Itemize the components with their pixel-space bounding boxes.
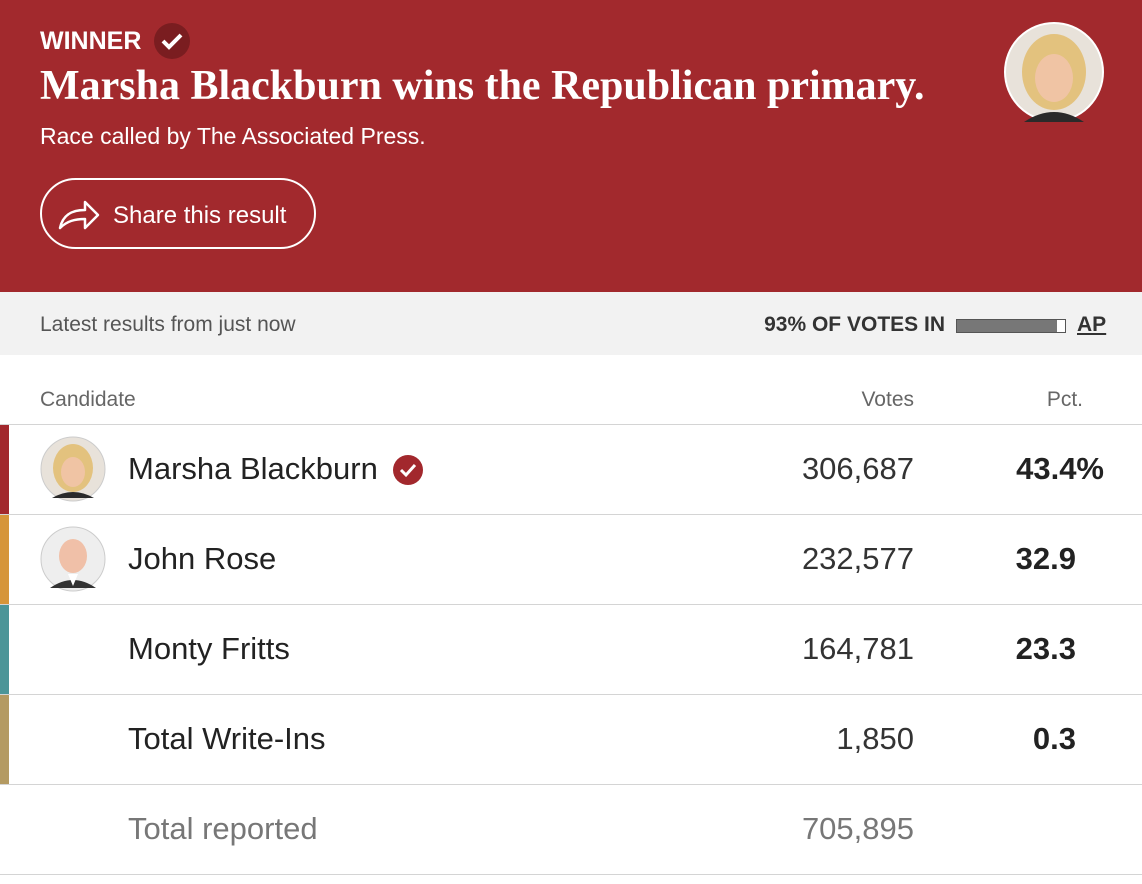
column-header: Votes	[861, 388, 914, 411]
share-icon	[58, 200, 100, 230]
party-stripe	[0, 605, 9, 694]
progress-fill	[957, 320, 1058, 332]
candidate-name: Monty Fritts	[128, 631, 290, 666]
total-votes: 705,895	[801, 811, 914, 846]
winner-check	[393, 455, 423, 485]
vote-count: 232,577	[801, 541, 914, 576]
candidate-row: Monty Fritts 164,781 23.3	[0, 605, 1142, 695]
candidate-photo	[40, 526, 106, 592]
vote-count: 1,850	[836, 721, 914, 756]
vote-pct: 0.3	[1032, 721, 1076, 756]
candidate-row: Marsha Blackburn 306,687 43.4%	[0, 425, 1142, 515]
votes-in-label: 93% OF VOTES IN	[764, 313, 945, 336]
column-header: Pct.	[1046, 388, 1083, 411]
share-label: Share this result	[113, 202, 287, 229]
vote-count: 164,781	[801, 631, 914, 666]
total-label: Total reported	[128, 811, 318, 846]
party-stripe	[0, 515, 9, 604]
subtitle: Race called by The Associated Press.	[40, 123, 426, 149]
vote-pct: 23.3	[1015, 631, 1076, 666]
total-row: Total reported 705,895	[0, 785, 1142, 875]
winner-banner: WINNER Marsha Blackburn wins the Republi…	[0, 0, 1142, 292]
source-link[interactable]: AP	[1077, 313, 1107, 336]
candidate-photo	[40, 436, 106, 502]
vote-pct: 32.9	[1015, 541, 1076, 576]
header-rule	[0, 424, 1142, 425]
share-button[interactable]: Share this result	[40, 178, 316, 249]
vote-count: 306,687	[801, 451, 914, 486]
party-stripe	[0, 425, 9, 514]
winner-photo	[1004, 22, 1104, 122]
column-header: Candidate	[40, 388, 136, 411]
candidate-name: Total Write-Ins	[128, 721, 326, 756]
winner-label: WINNER	[40, 27, 142, 55]
candidate-row: Total Write-Ins 1,850 0.3	[0, 695, 1142, 785]
progress-bar	[956, 319, 1066, 333]
check-icon	[154, 23, 190, 59]
candidate-row: John Rose 232,577 32.9	[0, 515, 1142, 605]
candidate-name: John Rose	[128, 541, 277, 576]
vote-pct: 43.4%	[1016, 451, 1104, 486]
latest-label: Latest results from just now	[40, 313, 296, 336]
party-stripe	[0, 695, 9, 784]
status-bar: Latest results from just now 93% OF VOTE…	[0, 292, 1142, 355]
candidate-name: Marsha Blackburn	[128, 451, 423, 487]
headline: Marsha Blackburn wins the Republican pri…	[40, 63, 925, 109]
